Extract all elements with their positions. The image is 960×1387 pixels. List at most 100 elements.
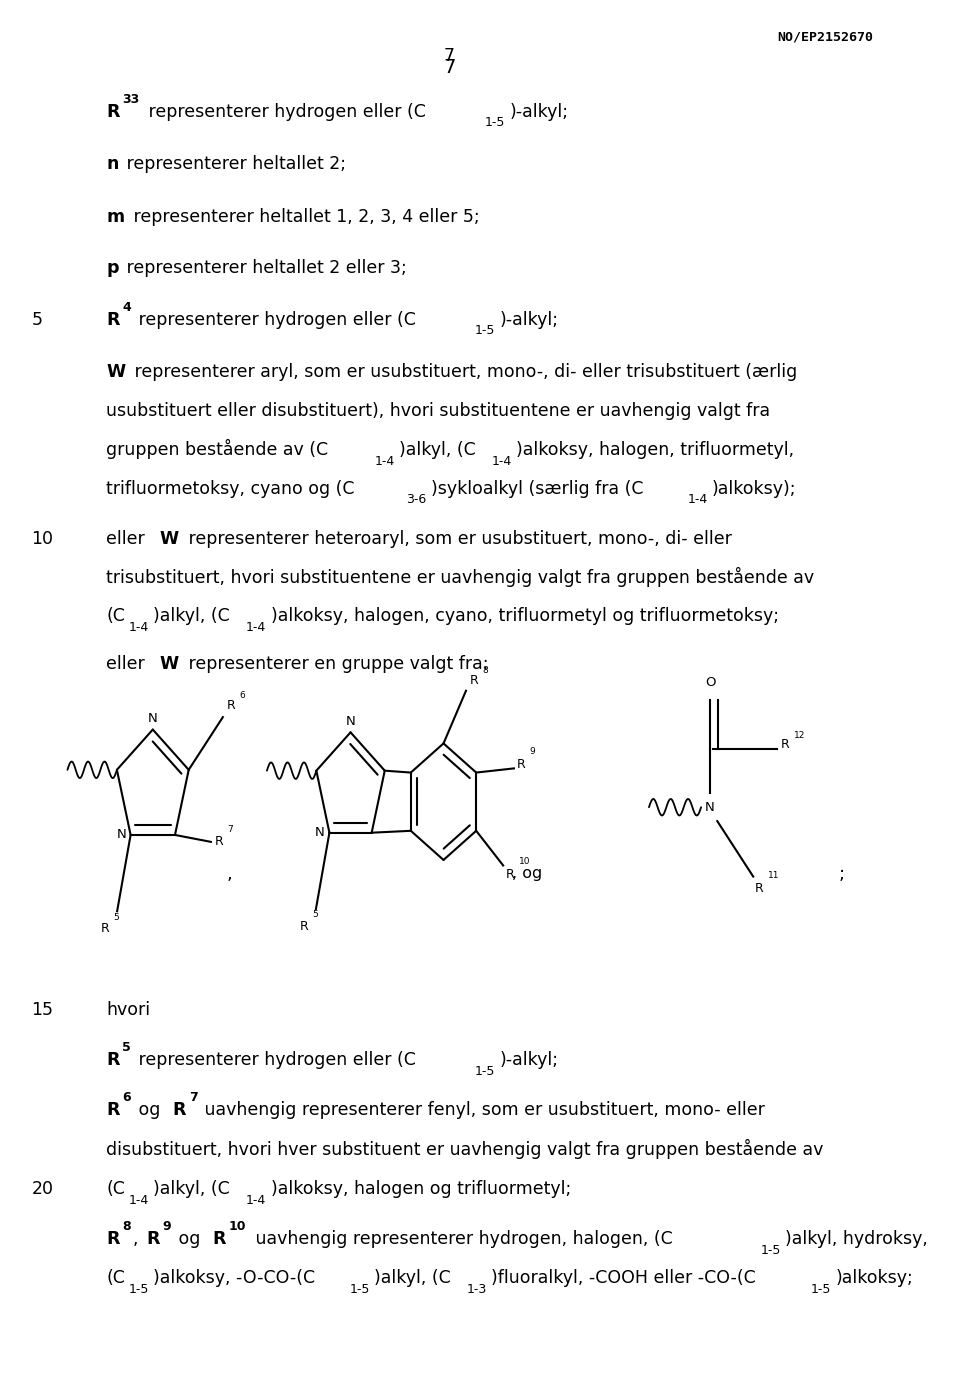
Text: )sykloalkyl (særlig fra (C: )sykloalkyl (særlig fra (C: [431, 480, 643, 498]
Text: )-alkyl;: )-alkyl;: [499, 311, 559, 329]
Text: N: N: [346, 716, 355, 728]
Text: 15: 15: [32, 1001, 54, 1019]
Text: representerer hydrogen eller (C: representerer hydrogen eller (C: [143, 103, 426, 121]
Text: ,: ,: [132, 1230, 144, 1248]
Text: R: R: [214, 835, 224, 849]
Text: )alkoksy, halogen, trifluormetyl,: )alkoksy, halogen, trifluormetyl,: [516, 441, 794, 459]
Text: 8: 8: [122, 1221, 131, 1233]
Text: N: N: [116, 828, 126, 842]
Text: 7: 7: [444, 47, 455, 65]
Text: R: R: [469, 674, 478, 687]
Text: 4: 4: [122, 301, 132, 313]
Text: (C: (C: [106, 1269, 125, 1287]
Text: representerer heteroaryl, som er usubstituert, mono-, di- eller: representerer heteroaryl, som er usubsti…: [182, 530, 732, 548]
Text: )alkoksy, halogen og trifluormetyl;: )alkoksy, halogen og trifluormetyl;: [271, 1180, 571, 1198]
Text: ,: ,: [227, 865, 232, 882]
Text: R: R: [227, 699, 235, 712]
Text: R: R: [106, 311, 120, 329]
Text: 1-3: 1-3: [467, 1283, 487, 1295]
Text: 5: 5: [113, 913, 119, 921]
Text: representerer en gruppe valgt fra:: representerer en gruppe valgt fra:: [182, 655, 488, 673]
Text: R: R: [212, 1230, 226, 1248]
Text: )fluoralkyl, -COOH eller -CO-(C: )fluoralkyl, -COOH eller -CO-(C: [492, 1269, 756, 1287]
Text: R: R: [106, 1051, 120, 1069]
Text: )alkoksy, halogen, cyano, trifluormetyl og trifluormetoksy;: )alkoksy, halogen, cyano, trifluormetyl …: [271, 608, 779, 626]
Text: m: m: [106, 208, 124, 226]
Text: gruppen bestående av (C: gruppen bestående av (C: [106, 438, 328, 459]
Text: trisubstituert, hvori substituentene er uavhengig valgt fra gruppen bestående av: trisubstituert, hvori substituentene er …: [106, 566, 814, 587]
Text: N: N: [706, 800, 715, 814]
Text: ;: ;: [838, 865, 845, 882]
Text: R: R: [106, 1101, 120, 1119]
Text: 1-4: 1-4: [129, 1194, 149, 1207]
Text: R: R: [173, 1101, 186, 1119]
Text: uavhengig representerer hydrogen, halogen, (C: uavhengig representerer hydrogen, haloge…: [250, 1230, 673, 1248]
Text: 5: 5: [122, 1042, 132, 1054]
Text: , og: , og: [513, 867, 542, 881]
Text: 1-5: 1-5: [129, 1283, 149, 1295]
Text: uavhengig representerer fenyl, som er usubstituert, mono- eller: uavhengig representerer fenyl, som er us…: [200, 1101, 765, 1119]
Text: 11: 11: [768, 871, 780, 879]
Text: )alkyl, (C: )alkyl, (C: [154, 1180, 230, 1198]
Text: 1-5: 1-5: [474, 325, 495, 337]
Text: 9: 9: [529, 748, 535, 756]
Text: 7: 7: [189, 1092, 198, 1104]
Text: 1-4: 1-4: [246, 1194, 266, 1207]
Text: 33: 33: [122, 93, 139, 105]
Text: W: W: [159, 655, 179, 673]
Text: 1-4: 1-4: [129, 621, 149, 634]
Text: R: R: [516, 757, 525, 771]
Text: 1-5: 1-5: [474, 1065, 495, 1078]
Text: 5: 5: [32, 311, 42, 329]
Text: eller: eller: [106, 530, 151, 548]
Text: p: p: [106, 259, 119, 277]
Text: representerer aryl, som er usubstituert, mono-, di- eller trisubstituert (ærlig: representerer aryl, som er usubstituert,…: [130, 363, 798, 381]
Text: (C: (C: [106, 608, 125, 626]
Text: representerer heltallet 1, 2, 3, 4 eller 5;: representerer heltallet 1, 2, 3, 4 eller…: [128, 208, 480, 226]
Text: N: N: [148, 713, 157, 725]
Text: og: og: [173, 1230, 205, 1248]
Text: (C: (C: [106, 1180, 125, 1198]
Text: )alkoksy, -O-CO-(C: )alkoksy, -O-CO-(C: [154, 1269, 316, 1287]
Text: representerer hydrogen eller (C: representerer hydrogen eller (C: [132, 311, 416, 329]
Text: )-alkyl;: )-alkyl;: [510, 103, 568, 121]
Text: 1-4: 1-4: [687, 494, 708, 506]
Text: )alkyl, (C: )alkyl, (C: [398, 441, 475, 459]
Text: representerer heltallet 2;: representerer heltallet 2;: [121, 155, 346, 173]
Text: 7: 7: [228, 824, 233, 834]
Text: )-alkyl;: )-alkyl;: [499, 1051, 559, 1069]
Text: 7: 7: [444, 58, 456, 78]
Text: )alkyl, (C: )alkyl, (C: [374, 1269, 450, 1287]
Text: O: O: [705, 675, 715, 689]
Text: 1-4: 1-4: [374, 455, 395, 467]
Text: n: n: [106, 155, 118, 173]
Text: 8: 8: [482, 667, 488, 675]
Text: disubstituert, hvori hver substituent er uavhengig valgt fra gruppen bestående a: disubstituert, hvori hver substituent er…: [106, 1139, 824, 1160]
Text: 1-5: 1-5: [760, 1244, 781, 1257]
Text: R: R: [106, 103, 120, 121]
Text: usubstituert eller disubstituert), hvori substituentene er uavhengig valgt fra: usubstituert eller disubstituert), hvori…: [106, 402, 770, 420]
Text: 10: 10: [518, 857, 530, 865]
Text: R: R: [300, 920, 308, 933]
Text: )alkyl, hydroksy,: )alkyl, hydroksy,: [785, 1230, 928, 1248]
Text: )alkoksy;: )alkoksy;: [835, 1269, 913, 1287]
Text: representerer hydrogen eller (C: representerer hydrogen eller (C: [132, 1051, 416, 1069]
Text: trifluormetoksy, cyano og (C: trifluormetoksy, cyano og (C: [106, 480, 354, 498]
Text: 1-4: 1-4: [492, 455, 512, 467]
Text: )alkoksy);: )alkoksy);: [712, 480, 797, 498]
Text: 1-5: 1-5: [485, 117, 505, 129]
Text: hvori: hvori: [106, 1001, 150, 1019]
Text: R: R: [755, 882, 764, 895]
Text: 9: 9: [162, 1221, 171, 1233]
Text: R: R: [101, 922, 109, 935]
Text: )alkyl, (C: )alkyl, (C: [154, 608, 230, 626]
Text: 1-5: 1-5: [811, 1283, 831, 1295]
Text: 5: 5: [312, 910, 318, 920]
Text: R: R: [146, 1230, 159, 1248]
Text: 1-4: 1-4: [246, 621, 266, 634]
Text: R: R: [506, 868, 515, 881]
Text: R: R: [106, 1230, 120, 1248]
Text: 12: 12: [794, 731, 805, 739]
Text: 1-5: 1-5: [349, 1283, 370, 1295]
Text: og: og: [132, 1101, 166, 1119]
